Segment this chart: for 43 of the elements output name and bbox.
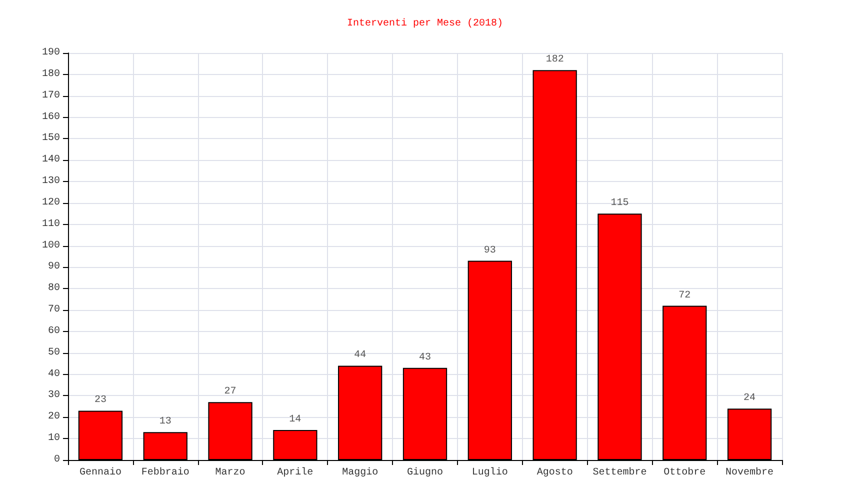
x-tick-label: Agosto (536, 468, 573, 478)
x-tick-label: Gennaio (79, 466, 122, 478)
data-label: 24 (744, 393, 756, 404)
y-tick-label: 70 (48, 304, 60, 316)
y-tick-label: 10 (48, 433, 60, 444)
chart-title: Interventi per Mese (2018) (346, 18, 504, 30)
y-tick-label: 150 (42, 133, 60, 144)
data-label: 115 (610, 198, 629, 210)
y-tick-label: 80 (48, 283, 60, 294)
y-tick-label: 0 (54, 454, 60, 466)
y-tick-label: 110 (42, 218, 60, 230)
y-tick-label: 130 (42, 176, 60, 188)
y-tick-label: 30 (48, 390, 60, 402)
y-tick-label: 140 (42, 154, 60, 166)
data-label: 182 (546, 54, 564, 66)
x-tick-label: Aprile (277, 466, 314, 478)
data-label: 13 (159, 416, 172, 428)
x-tick-label: Settembre (592, 466, 647, 478)
y-tick-label: 40 (48, 368, 60, 380)
data-label: 72 (678, 290, 691, 302)
data-label: 23 (94, 395, 106, 406)
y-tick-label: 50 (48, 347, 60, 358)
y-tick-label: 170 (42, 90, 60, 102)
x-tick-label: Luglio (472, 466, 508, 478)
data-label: 93 (484, 245, 496, 256)
x-tick-label: Ottobre (664, 466, 706, 478)
data-label: 27 (224, 386, 236, 398)
x-tick-label: Febbraio (141, 466, 190, 478)
data-label: 43 (418, 352, 432, 364)
data-label: 44 (354, 350, 366, 362)
y-tick-label: 190 (42, 48, 60, 58)
y-tick-label: 180 (42, 68, 60, 80)
y-tick-label: 90 (48, 262, 60, 273)
x-tick-label: Giugno (406, 466, 444, 478)
y-tick-label: 20 (48, 412, 60, 423)
x-tick-label: Marzo (215, 468, 246, 478)
x-tick-label: Novembre (726, 466, 774, 478)
y-tick-label: 160 (42, 112, 60, 123)
y-tick-label: 100 (42, 240, 60, 252)
data-label: 14 (289, 414, 302, 426)
y-tick-label: 60 (48, 326, 60, 337)
x-tick-label: Maggio (342, 466, 378, 478)
y-tick-label: 120 (42, 197, 60, 208)
